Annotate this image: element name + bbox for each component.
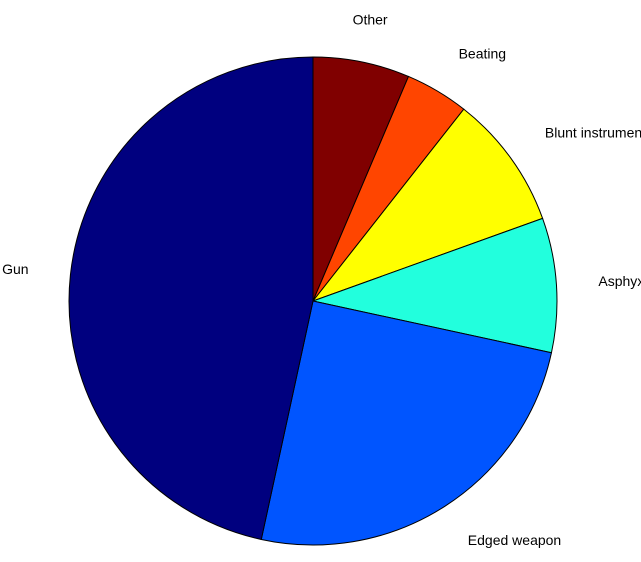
- pie-slice-asphyxia: [311, 217, 558, 354]
- pie-label-blunt-instrument: Blunt instrument: [545, 124, 641, 140]
- pie-label-edged-weapon: Edged weapon: [468, 532, 561, 548]
- pie-labels: Other Beating Blunt instrument Asphyxia Edge…: [2, 12, 641, 549]
- pie-label-gun: Gun: [2, 261, 28, 277]
- pie-label-beating: Beating: [459, 46, 506, 62]
- pie-slices: [68, 56, 558, 546]
- pie-slice-blunt-instrument: [311, 108, 544, 303]
- pie-slice-gun: [68, 56, 314, 541]
- pie-label-asphyxia: Asphyxia: [598, 273, 641, 289]
- pie-label-other: Other: [353, 12, 388, 28]
- pie-slice-edged-weapon: [260, 300, 553, 546]
